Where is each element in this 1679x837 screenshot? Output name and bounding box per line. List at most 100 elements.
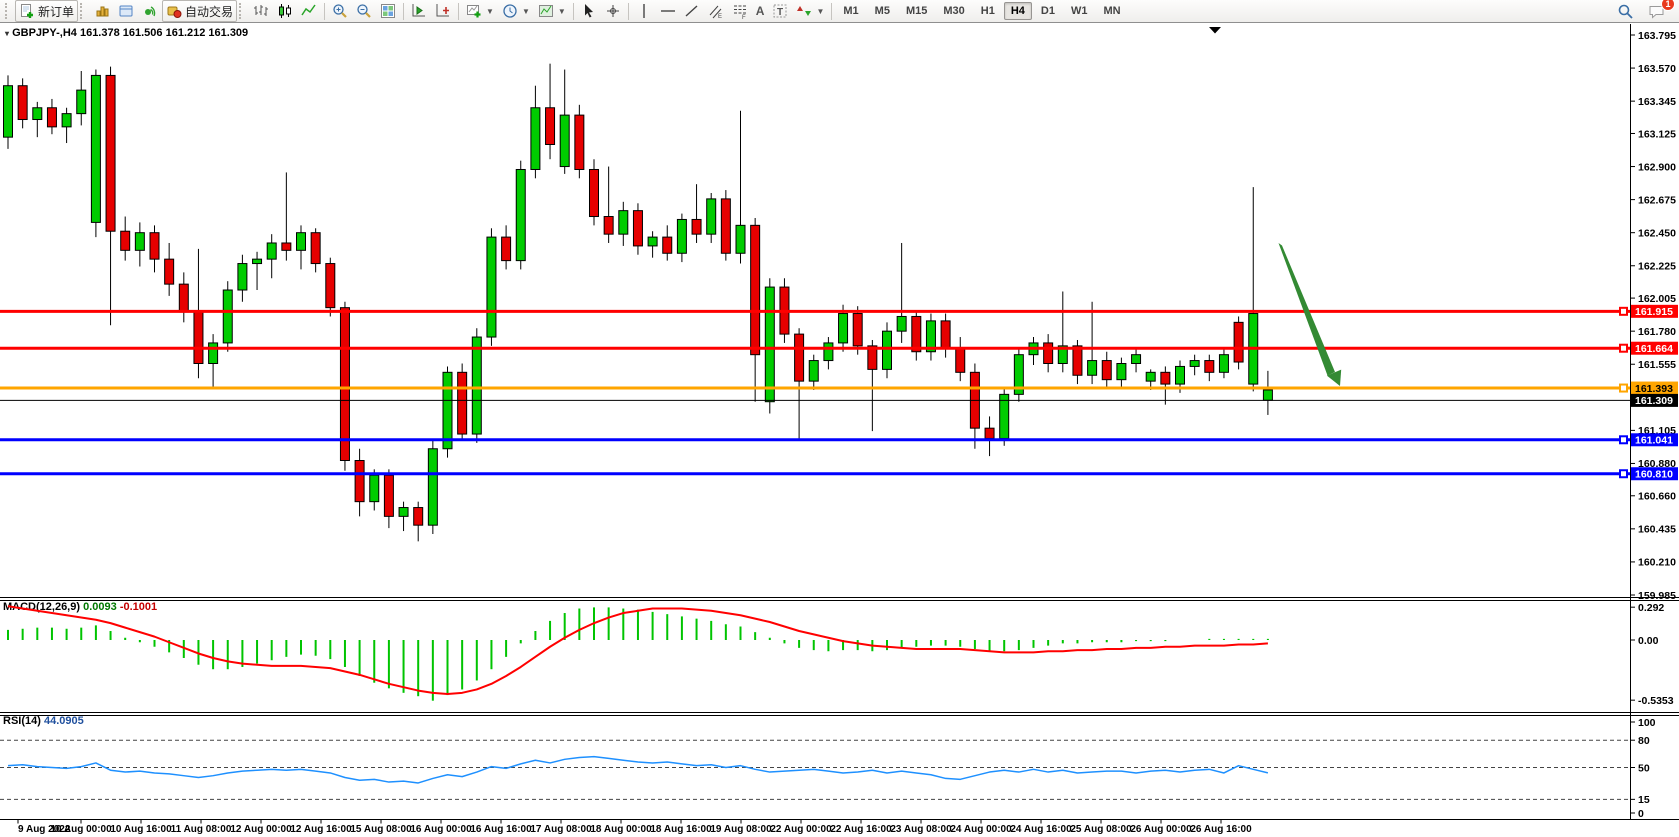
candle-body xyxy=(940,320,951,350)
candle-body xyxy=(1262,389,1273,401)
axis-tick-label: 161.780 xyxy=(1638,326,1676,338)
tile-windows-icon xyxy=(380,3,396,19)
vertical-line-button[interactable] xyxy=(632,0,656,22)
macd-bar xyxy=(343,640,346,667)
timeframe-button-m5[interactable]: M5 xyxy=(874,5,890,17)
templates-button[interactable]: ▼ xyxy=(534,0,570,22)
price-line-handle[interactable] xyxy=(1619,469,1628,479)
macd-bar xyxy=(461,640,464,690)
candle-body xyxy=(999,393,1010,439)
toolbar-separator xyxy=(572,2,574,20)
candle-body xyxy=(1057,345,1068,365)
candle-body xyxy=(559,114,570,168)
candle-body xyxy=(222,289,233,344)
equidistant-channel-button[interactable]: E xyxy=(704,0,728,22)
macd-bar xyxy=(80,627,83,640)
macd-bar xyxy=(505,640,508,657)
line-chart-button[interactable] xyxy=(297,0,321,22)
timeframe-button-h1[interactable]: H1 xyxy=(980,5,995,17)
zoom-in-button[interactable] xyxy=(328,0,352,22)
macd-bar xyxy=(549,620,552,640)
trendline-button[interactable] xyxy=(680,0,704,22)
candle-body xyxy=(867,345,878,370)
price-axis[interactable]: 163.795 163.570 163.345 163.125 162.900 162.6… xyxy=(1631,30,1676,820)
macd-bar xyxy=(1032,640,1035,648)
toolbar-separator xyxy=(627,2,629,20)
time-tick-label: 22 Aug 16:00 xyxy=(830,824,892,835)
price-line-handle[interactable] xyxy=(1619,383,1628,393)
chart-shift-button[interactable] xyxy=(407,0,431,22)
macd-bar xyxy=(256,640,259,664)
timeframe-button-m1[interactable]: M1 xyxy=(843,5,859,17)
price-line-handle[interactable] xyxy=(1619,306,1628,316)
timeframe-button-mn[interactable]: MN xyxy=(1103,5,1121,17)
auto-scroll-button[interactable] xyxy=(431,0,455,22)
text-label-button[interactable]: T xyxy=(768,0,792,22)
time-tick-label: 19 Aug 08:00 xyxy=(710,824,772,835)
crosshair-button[interactable] xyxy=(601,0,625,22)
autotrade-button[interactable]: 自动交易 xyxy=(162,0,238,22)
toolbar-grip[interactable] xyxy=(239,3,245,19)
search-button[interactable] xyxy=(1613,0,1638,22)
candle-body xyxy=(764,286,775,403)
clock-icon xyxy=(502,3,518,19)
timeframe-button-m30[interactable]: M30 xyxy=(943,5,965,17)
macd-bar xyxy=(1017,640,1020,651)
time-tick-label: 18 Aug 16:00 xyxy=(650,824,712,835)
zoom-out-button[interactable] xyxy=(352,0,376,22)
bar-chart-button[interactable] xyxy=(249,0,273,22)
timeframe-button-d1[interactable]: D1 xyxy=(1040,5,1055,17)
toolbar-grip[interactable] xyxy=(80,3,86,19)
macd-bar xyxy=(475,640,478,681)
symbol-dropdown-icon[interactable]: ▾ xyxy=(5,29,10,38)
candle-body xyxy=(706,198,717,235)
horizontal-line-button[interactable] xyxy=(656,0,680,22)
arrows-icon xyxy=(796,3,812,19)
horizontal-lines xyxy=(0,306,1631,479)
macd-bar xyxy=(446,640,449,696)
time-tick-label: 16 Aug 16:00 xyxy=(470,824,532,835)
candlestick-chart-button[interactable] xyxy=(273,0,297,22)
axis-tick-label: 162.450 xyxy=(1638,227,1676,239)
candlestick-chart-icon xyxy=(277,3,293,19)
price-line-handle[interactable] xyxy=(1619,343,1628,353)
macd-bar xyxy=(959,640,962,647)
cursor-button[interactable] xyxy=(577,0,601,22)
macd-panel xyxy=(7,605,1269,701)
candle-body xyxy=(852,313,863,347)
macd-bar xyxy=(1061,640,1064,644)
candle-body xyxy=(442,371,453,450)
macd-signal-line xyxy=(7,605,1268,695)
macd-bar xyxy=(988,640,991,652)
fibonacci-button[interactable]: F xyxy=(728,0,752,22)
timeframe-button-h4[interactable]: H4 xyxy=(1003,2,1032,20)
chart-shift-marker-icon[interactable] xyxy=(1209,27,1221,34)
annotation-arrow[interactable] xyxy=(1278,243,1342,386)
signals-button[interactable] xyxy=(138,0,162,22)
macd-bar xyxy=(1266,638,1269,640)
chart-canvas[interactable]: 163.795 163.570 163.345 163.125 162.900 162.6… xyxy=(0,24,1679,837)
candle-body xyxy=(32,107,43,121)
market-watch-button[interactable] xyxy=(90,0,114,22)
periods-button[interactable]: ▼ xyxy=(498,0,534,22)
chat-button[interactable]: 1 xyxy=(1644,0,1675,22)
indicators-button[interactable]: ▼ xyxy=(462,0,498,22)
arrows-button[interactable]: ▼ xyxy=(792,0,828,22)
tile-windows-button[interactable] xyxy=(376,0,400,22)
timeframe-button-w1[interactable]: W1 xyxy=(1070,5,1088,17)
toolbar-grip[interactable] xyxy=(5,3,11,19)
zoom-in-icon xyxy=(332,3,348,19)
time-tick-label: 11 Aug 08:00 xyxy=(171,824,232,835)
axis-tick-label: 160.660 xyxy=(1638,491,1676,503)
axis-tick-label: 80 xyxy=(1638,735,1650,747)
timeframe-button-m15[interactable]: M15 xyxy=(905,5,928,17)
candle-body xyxy=(1175,365,1185,385)
terminal-button[interactable] xyxy=(114,0,138,22)
candle-body xyxy=(574,114,585,170)
price-line-handle[interactable] xyxy=(1619,435,1628,445)
text-button[interactable]: A xyxy=(752,0,769,22)
new-order-button[interactable]: 新订单 xyxy=(15,0,79,22)
candle-body xyxy=(90,74,101,223)
